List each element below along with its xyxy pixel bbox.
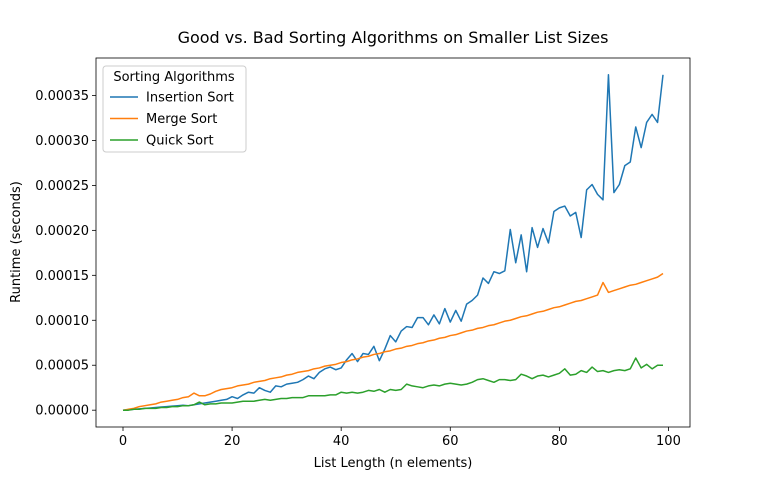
y-tick-label: 0.00010	[35, 314, 89, 329]
y-tick-label: 0.00035	[35, 89, 89, 104]
legend-title: Sorting Algorithms	[113, 70, 235, 85]
y-tick-label: 0.00015	[35, 269, 89, 284]
series-line	[123, 357, 663, 411]
legend-box	[102, 65, 247, 153]
x-tick-label: 80	[551, 434, 568, 449]
y-tick-label: 0.00020	[35, 224, 89, 239]
series-line	[122, 272, 664, 411]
x-tick-label: 60	[442, 434, 459, 449]
chart-title: Good vs. Bad Sorting Algorithms on Small…	[178, 28, 609, 47]
y-axis-label: Runtime (seconds)	[9, 181, 24, 303]
y-tick-label: 0.00000	[35, 404, 89, 419]
x-tick-label: 0	[119, 434, 127, 449]
legend-label: Quick Sort	[146, 134, 214, 149]
y-tick-label: 0.00005	[35, 359, 89, 374]
y-tick-label: 0.00025	[35, 179, 89, 194]
x-axis-label: List Length (n elements)	[314, 456, 473, 471]
x-tick-label: 100	[656, 434, 681, 449]
y-tick-label: 0.00030	[35, 134, 89, 149]
x-tick-label: 20	[224, 434, 241, 449]
legend: Sorting Algorithms Insertion Sort Merge So…	[102, 65, 247, 153]
legend-label: Insertion Sort	[146, 91, 234, 106]
series-line	[122, 74, 664, 411]
legend-label: Merge Sort	[146, 112, 217, 127]
plot-frame	[95, 57, 691, 428]
x-tick-label: 40	[333, 434, 350, 449]
